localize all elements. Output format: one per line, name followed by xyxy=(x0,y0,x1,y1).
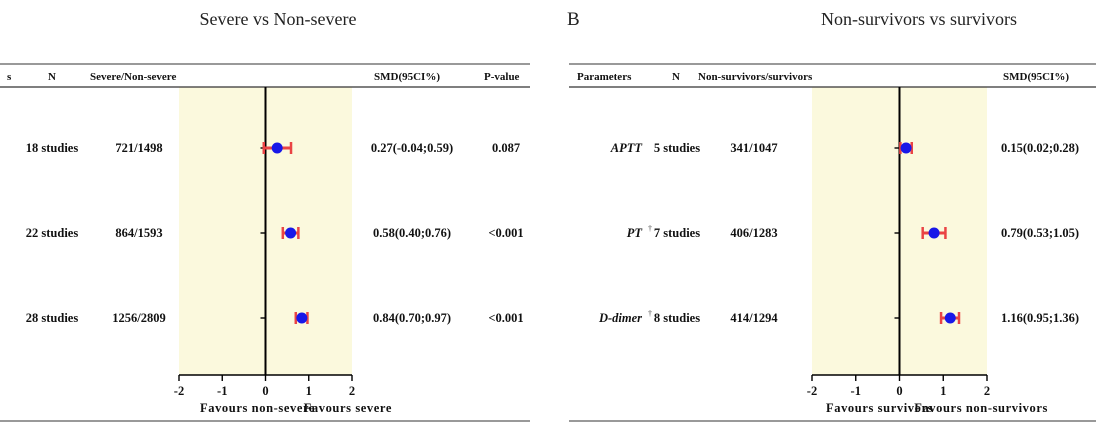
forest-row: PT † 7 studies 406/1283 0.79(0.53;1.05) xyxy=(627,224,1079,240)
row-n: 22 studies xyxy=(26,226,79,240)
row-smd: 0.84(0.70;0.97) xyxy=(373,311,451,325)
x-tick-label: 0 xyxy=(896,384,902,398)
forest-row: 22 studies 864/1593 0.58(0.40;0.76) <0.001 xyxy=(26,226,524,240)
row-n: 28 studies xyxy=(26,311,79,325)
row-groups: 406/1283 xyxy=(730,226,777,240)
header-n: N xyxy=(672,71,680,83)
row-p-value: 0.087 xyxy=(492,141,520,155)
favours-left-label: Favours non-severe xyxy=(200,401,315,415)
row-smd: 0.27(-0.04;0.59) xyxy=(371,141,453,155)
row-n: 8 studies xyxy=(654,311,700,325)
x-tick-label: 1 xyxy=(306,384,312,398)
forest-panel-1: Severe vs Non-severe s N Severe/Non-severe S… xyxy=(0,9,530,422)
row-smd: 0.58(0.40;0.76) xyxy=(373,226,451,240)
row-groups: 1256/2809 xyxy=(112,311,165,325)
point-estimate xyxy=(944,312,956,324)
favours-left-label: Favours survivors xyxy=(826,401,933,415)
header-smd: SMD(95CI%) xyxy=(1003,71,1069,83)
row-p-value: <0.001 xyxy=(488,311,523,325)
panel-title: Non-survivors vs survivors xyxy=(821,9,1017,29)
row-n: 18 studies xyxy=(26,141,79,155)
header-parameters: Parameters xyxy=(577,71,632,83)
row-smd: 1.16(0.95;1.36) xyxy=(1001,311,1079,325)
x-tick-label: 0 xyxy=(262,384,268,398)
row-parameter: APTT xyxy=(610,141,644,155)
header-groups: Severe/Non-severe xyxy=(90,71,176,83)
panel-title: Severe vs Non-severe xyxy=(200,9,357,29)
x-tick-label: -1 xyxy=(217,384,227,398)
header-parameters: s xyxy=(7,71,12,83)
point-estimate xyxy=(900,142,912,154)
x-tick-label: -1 xyxy=(851,384,861,398)
point-estimate xyxy=(285,227,297,239)
row-groups: 721/1498 xyxy=(115,141,162,155)
forest-row: APTT 5 studies 341/1047 0.15(0.02;0.28) xyxy=(610,141,1079,155)
row-marker: † xyxy=(648,224,652,233)
row-parameter: PT xyxy=(627,226,644,240)
point-estimate xyxy=(296,312,308,324)
row-parameter: D-dimer xyxy=(598,311,642,325)
favours-right-label: Favours severe xyxy=(304,401,392,415)
x-tick-label: 2 xyxy=(984,384,990,398)
row-smd: 0.79(0.53;1.05) xyxy=(1001,226,1079,240)
row-groups: 341/1047 xyxy=(730,141,777,155)
x-tick-label: 1 xyxy=(940,384,946,398)
forest-panel-2: Non-survivors vs survivors B Parameters N No… xyxy=(567,9,1096,422)
favours-right-label: Favours non-survivors xyxy=(914,401,1048,415)
x-tick-label: 2 xyxy=(349,384,355,398)
row-groups: 414/1294 xyxy=(730,311,778,325)
header-n: N xyxy=(48,71,56,83)
panel-label: B xyxy=(567,9,580,30)
row-smd: 0.15(0.02;0.28) xyxy=(1001,141,1079,155)
x-tick-label: -2 xyxy=(174,384,184,398)
forest-row: 28 studies 1256/2809 0.84(0.70;0.97) <0.001 xyxy=(26,311,524,325)
point-estimate xyxy=(928,227,940,239)
forest-row: 18 studies 721/1498 0.27(-0.04;0.59) 0.087 xyxy=(26,141,520,155)
header-groups: Non-survivors/survivors xyxy=(698,71,813,83)
row-n: 5 studies xyxy=(654,141,700,155)
point-estimate xyxy=(271,142,283,154)
row-p-value: <0.001 xyxy=(488,226,523,240)
header-p: P-value xyxy=(484,71,520,83)
row-groups: 864/1593 xyxy=(115,226,162,240)
header-smd: SMD(95CI%) xyxy=(374,71,440,83)
row-n: 7 studies xyxy=(654,226,700,240)
x-tick-label: -2 xyxy=(807,384,817,398)
row-marker: † xyxy=(648,309,652,318)
forest-row: D-dimer † 8 studies 414/1294 1.16(0.95;1.36) xyxy=(598,309,1079,325)
